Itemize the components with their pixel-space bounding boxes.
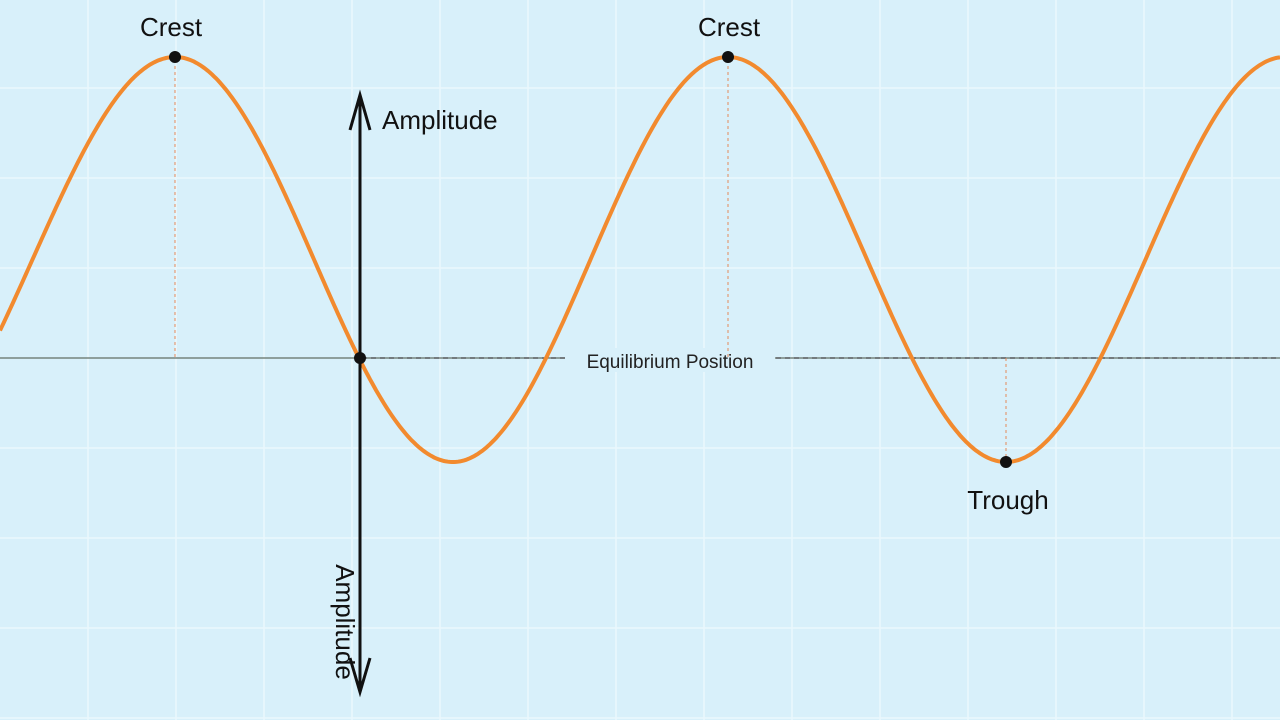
- arrow-head-up: [348, 89, 372, 131]
- crest-label: Crest: [698, 12, 761, 42]
- crest-label: Crest: [140, 12, 203, 42]
- origin-dot: [354, 352, 366, 364]
- wave: [0, 54, 1280, 465]
- trough-dot: [1000, 456, 1012, 468]
- guide-lines: [174, 60, 1007, 460]
- points: [169, 51, 1012, 468]
- amplitude-vertical-label: Amplitude: [330, 564, 360, 680]
- crest-dot: [169, 51, 181, 63]
- equilibrium-label: Equilibrium Position: [587, 352, 754, 373]
- amplitude-arrow: [348, 89, 372, 698]
- arrow-head-down: [348, 657, 372, 698]
- equilibrium-label-bg: [565, 348, 775, 372]
- crest-dot: [722, 51, 734, 63]
- amplitude-label: Amplitude: [382, 105, 498, 135]
- trough-label: Trough: [967, 485, 1048, 515]
